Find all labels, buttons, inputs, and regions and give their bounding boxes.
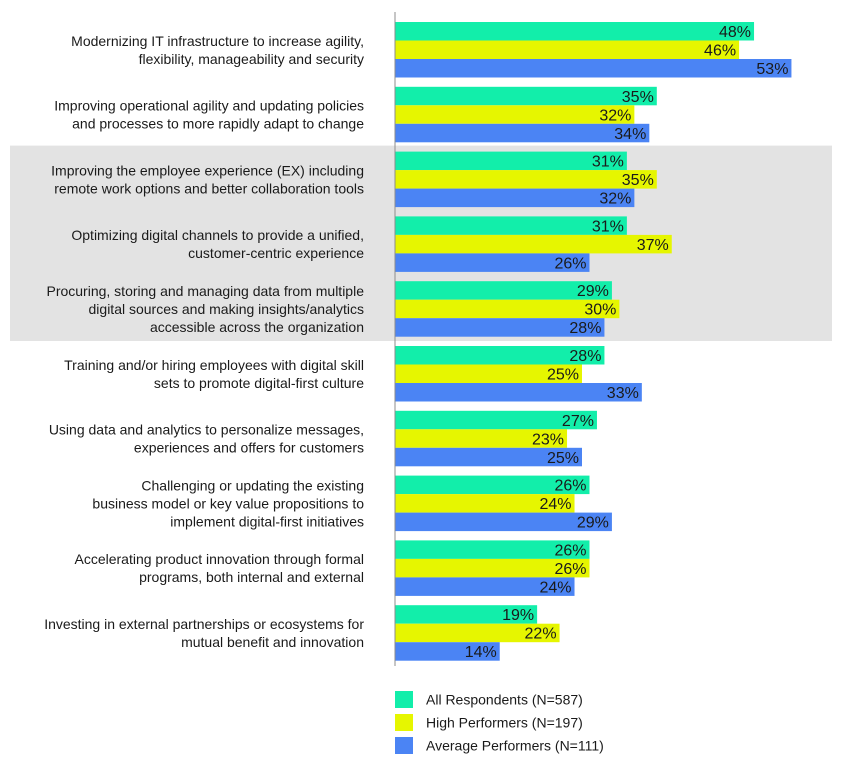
category-label: Challenging or updating the existing — [141, 477, 364, 493]
bar — [395, 105, 635, 124]
data-label: 31% — [592, 154, 624, 171]
category-label: Modernizing IT infrastructure to increas… — [71, 33, 364, 49]
data-label: 32% — [599, 191, 631, 208]
category-label: Improving operational agility and updati… — [54, 98, 364, 114]
data-label: 26% — [554, 255, 586, 272]
category-label: Using data and analytics to personalize … — [49, 422, 364, 438]
data-label: 14% — [465, 644, 497, 661]
bar — [395, 22, 755, 41]
bar — [395, 494, 575, 513]
data-label: 37% — [637, 237, 669, 254]
category-label: Improving the employee experience (EX) i… — [51, 162, 364, 178]
category-label: mutual benefit and innovation — [181, 634, 364, 650]
bar — [395, 447, 582, 467]
bar — [395, 86, 657, 106]
legend-swatch — [395, 691, 413, 708]
category-label: customer-centric experience — [188, 245, 364, 261]
bar — [395, 59, 792, 78]
bar — [395, 429, 568, 448]
data-label: 29% — [577, 515, 609, 532]
bar — [395, 299, 620, 319]
category-label: Optimizing digital channels to provide a… — [71, 227, 364, 243]
data-label: 25% — [547, 450, 579, 467]
data-label: 26% — [554, 561, 586, 578]
data-label: 25% — [547, 367, 579, 384]
category-label: flexibility, manageability and security — [139, 51, 364, 67]
bar — [395, 558, 590, 578]
category-label: remote work options and better collabora… — [54, 180, 364, 196]
bars: 48%46%53%35%32%34%31%35%32%31%37%26%29%3… — [395, 22, 792, 661]
data-label: 46% — [704, 43, 736, 60]
data-label: 23% — [532, 431, 564, 448]
bar — [395, 318, 605, 337]
legend-swatch — [395, 737, 413, 754]
bar — [395, 364, 582, 383]
bar — [395, 512, 612, 532]
legend-swatch — [395, 714, 413, 731]
data-label: 35% — [622, 89, 654, 106]
data-label: 26% — [554, 478, 586, 495]
bar — [395, 253, 590, 272]
category-label: Procuring, storing and managing data fro… — [46, 283, 364, 299]
bar — [395, 383, 642, 402]
data-label: 24% — [539, 579, 571, 596]
data-label: 28% — [569, 320, 601, 337]
legend-label: All Respondents (N=587) — [426, 692, 583, 708]
bar — [395, 475, 590, 495]
data-label: 26% — [554, 542, 586, 559]
legend-label: Average Performers (N=111) — [426, 738, 604, 754]
data-label: 22% — [525, 626, 557, 643]
data-label: 31% — [592, 218, 624, 235]
data-label: 33% — [607, 385, 639, 402]
category-label: implement digital-first initiatives — [170, 513, 364, 529]
bar — [395, 623, 560, 643]
category-labels: Modernizing IT infrastructure to increas… — [44, 33, 364, 650]
data-label: 30% — [584, 302, 616, 319]
bar — [395, 410, 597, 430]
legend-label: High Performers (N=197) — [426, 715, 583, 731]
data-label: 32% — [599, 107, 631, 124]
category-label: business model or key value propositions… — [92, 495, 364, 511]
data-label: 34% — [614, 126, 646, 143]
bar — [395, 540, 590, 559]
bar — [395, 216, 627, 235]
category-label: Training and/or hiring employees with di… — [64, 357, 364, 373]
category-label: Accelerating product innovation through … — [74, 551, 364, 567]
bar — [395, 188, 635, 208]
data-label: 28% — [569, 348, 601, 365]
category-label: programs, both internal and external — [139, 569, 364, 585]
bar — [395, 123, 650, 143]
category-label: Investing in external partnerships or ec… — [44, 616, 364, 632]
data-label: 24% — [539, 496, 571, 513]
data-label: 27% — [562, 413, 594, 430]
bar — [395, 170, 657, 189]
category-label: digital sources and making insights/anal… — [89, 301, 364, 317]
bar — [395, 151, 627, 171]
data-label: 19% — [502, 607, 534, 624]
bar — [395, 605, 538, 624]
bar — [395, 234, 672, 254]
legend: All Respondents (N=587) High Performers (… — [395, 691, 604, 754]
category-label: accessible across the organization — [150, 319, 364, 335]
bar — [395, 642, 500, 661]
data-label: 35% — [622, 172, 654, 189]
category-label: sets to promote digital-first culture — [154, 375, 364, 391]
bar — [395, 40, 740, 59]
data-label: 53% — [756, 61, 788, 78]
bar — [395, 346, 605, 365]
category-label: experiences and offers for customers — [134, 440, 364, 456]
data-label: 48% — [719, 24, 751, 41]
data-label: 29% — [577, 283, 609, 300]
bar — [395, 281, 612, 300]
category-label: and processes to more rapidly adapt to c… — [72, 116, 364, 132]
bar — [395, 577, 575, 596]
